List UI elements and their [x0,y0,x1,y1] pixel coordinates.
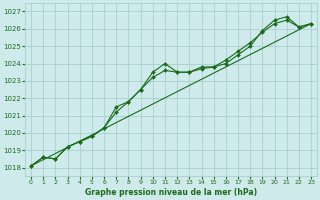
X-axis label: Graphe pression niveau de la mer (hPa): Graphe pression niveau de la mer (hPa) [85,188,257,197]
